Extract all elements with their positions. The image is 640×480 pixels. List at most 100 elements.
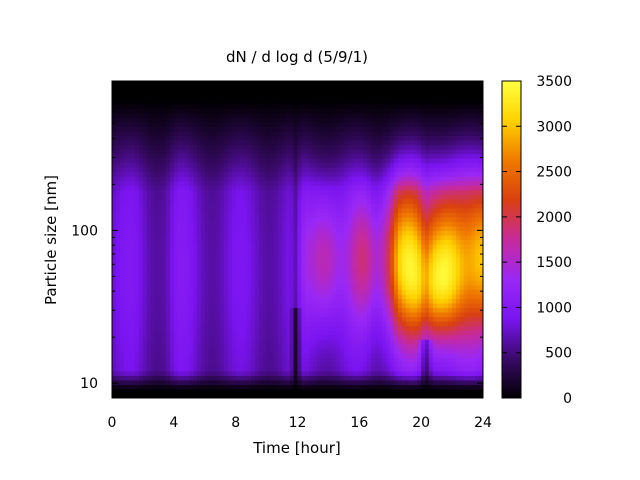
heatmap-cell xyxy=(332,330,337,336)
heatmap-cell xyxy=(336,325,341,331)
heatmap-cell xyxy=(336,257,341,263)
heatmap-cell xyxy=(135,284,140,290)
heatmap-cell xyxy=(146,189,152,195)
heatmap-cell xyxy=(378,203,384,209)
heatmap-cell xyxy=(328,189,333,195)
heatmap-cell xyxy=(173,216,179,222)
heatmap-cell xyxy=(343,162,349,168)
heatmap-cell xyxy=(115,321,121,327)
heatmap-cell xyxy=(162,157,167,164)
heatmap-cell xyxy=(274,298,279,304)
heatmap-cell xyxy=(212,85,217,91)
heatmap-cell xyxy=(270,135,275,141)
heatmap-cell xyxy=(363,239,368,245)
heatmap-cell xyxy=(278,194,283,200)
heatmap-cell xyxy=(150,198,156,204)
heatmap-cell xyxy=(119,117,125,123)
heatmap-cell xyxy=(282,361,287,367)
heatmap-cell xyxy=(227,112,233,118)
heatmap-cell xyxy=(131,212,136,218)
heatmap-cell xyxy=(243,189,248,195)
heatmap-cell xyxy=(266,366,272,372)
heatmap-cell xyxy=(173,212,179,218)
heatmap-cell xyxy=(181,343,187,349)
heatmap-cell xyxy=(340,302,345,309)
heatmap-cell xyxy=(301,339,306,345)
heatmap-cell xyxy=(115,144,121,150)
heatmap-cell xyxy=(282,248,287,254)
heatmap-cell xyxy=(220,352,225,358)
heatmap-cell xyxy=(347,185,353,191)
heatmap-cell xyxy=(189,216,194,222)
heatmap-cell xyxy=(131,230,136,236)
heatmap-cell xyxy=(293,130,299,136)
heatmap-cell xyxy=(262,180,268,186)
heatmap-cell xyxy=(173,334,179,340)
heatmap-cell xyxy=(378,234,384,241)
heatmap-cell xyxy=(146,361,152,367)
heatmap-cell xyxy=(204,361,210,367)
heatmap-cell xyxy=(316,307,322,313)
heatmap-cell xyxy=(227,221,233,227)
heatmap-cell xyxy=(367,180,372,186)
heatmap-cell xyxy=(146,348,152,354)
heatmap-cell xyxy=(119,298,125,304)
heatmap-cell xyxy=(285,185,291,191)
heatmap-cell xyxy=(227,379,233,386)
heatmap-cell xyxy=(216,99,221,105)
heatmap-cell xyxy=(316,352,322,358)
heatmap-cell xyxy=(212,225,217,232)
heatmap-cell xyxy=(262,121,268,127)
heatmap-cell xyxy=(146,99,152,105)
heatmap-cell xyxy=(169,393,175,398)
heatmap-cell xyxy=(200,207,206,213)
heatmap-cell xyxy=(123,203,129,209)
heatmap-cell xyxy=(154,221,159,227)
heatmap-cell xyxy=(278,126,283,132)
heatmap-cell xyxy=(301,207,306,213)
heatmap-cell xyxy=(320,339,326,345)
heatmap-cell xyxy=(135,248,140,254)
heatmap-cell xyxy=(154,117,159,123)
heatmap-cell xyxy=(274,280,279,286)
heatmap-cell xyxy=(274,384,279,390)
heatmap-cell xyxy=(293,244,299,250)
heatmap-cell xyxy=(247,375,252,381)
heatmap-cell xyxy=(200,216,206,222)
heatmap-cell xyxy=(254,293,260,299)
heatmap-cell xyxy=(282,348,287,354)
heatmap-cell xyxy=(262,262,268,268)
heatmap-cell xyxy=(297,357,302,363)
heatmap-cell xyxy=(181,230,187,236)
heatmap-cell xyxy=(367,339,372,345)
heatmap-cell xyxy=(316,171,322,177)
heatmap-cell xyxy=(274,99,279,105)
heatmap-cell xyxy=(328,135,333,141)
heatmap-cell xyxy=(243,375,248,381)
heatmap-cell xyxy=(177,253,183,259)
heatmap-cell xyxy=(146,180,152,186)
heatmap-cell xyxy=(158,103,163,109)
heatmap-cell xyxy=(297,90,302,96)
heatmap-cell xyxy=(278,284,283,290)
heatmap-cell xyxy=(166,302,171,309)
heatmap-cell xyxy=(363,203,368,209)
heatmap-cell xyxy=(320,348,326,354)
heatmap-cell xyxy=(231,257,237,263)
heatmap-cell xyxy=(231,311,237,318)
heatmap-cell xyxy=(251,162,256,168)
heatmap-cell xyxy=(212,244,217,250)
heatmap-cell xyxy=(212,334,217,340)
heatmap-cell xyxy=(254,85,260,91)
heatmap-cell xyxy=(340,325,345,331)
heatmap-cell xyxy=(162,126,167,132)
heatmap-cell xyxy=(355,189,360,195)
heatmap-cell xyxy=(270,117,275,123)
heatmap-cell xyxy=(270,148,275,155)
heatmap-cell xyxy=(119,239,125,245)
heatmap-cell xyxy=(367,167,372,173)
heatmap-cell xyxy=(258,99,264,105)
heatmap-cell xyxy=(351,271,357,277)
heatmap-cell xyxy=(227,157,233,164)
heatmap-cell xyxy=(239,366,244,372)
